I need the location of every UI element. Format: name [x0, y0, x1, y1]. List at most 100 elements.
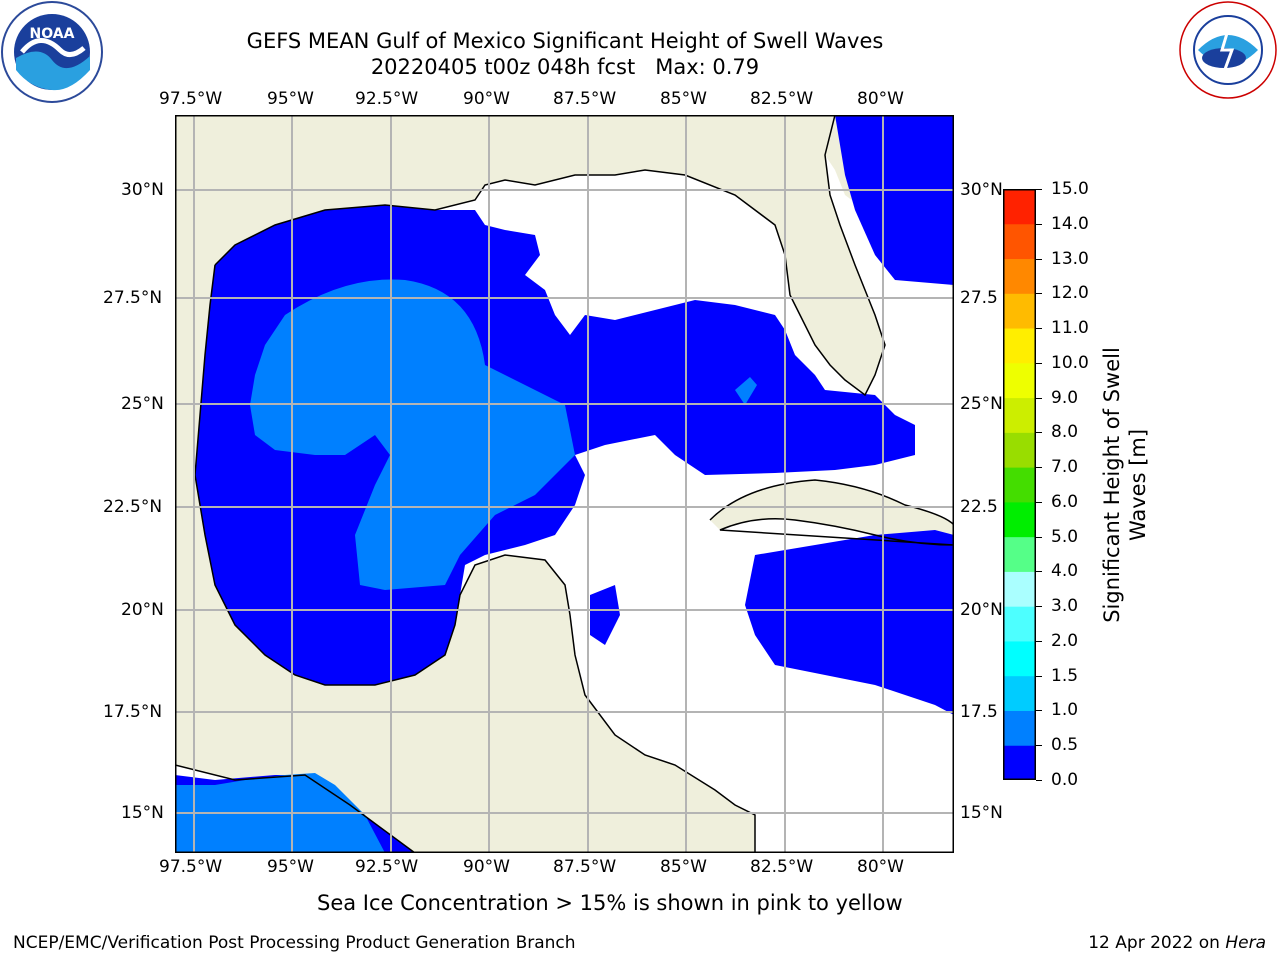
- colorbar-tick-label: 2.0: [1051, 630, 1079, 651]
- colorbar-segment: [1003, 536, 1036, 572]
- colorbar-segment: [1003, 745, 1036, 781]
- colorbar-tick-label: 6.0: [1051, 491, 1079, 512]
- colorbar-tick-mark: [1036, 780, 1042, 781]
- band-1-small: [735, 377, 757, 405]
- lon-label-top-1: 97.5°W: [159, 89, 223, 109]
- coastline: [214, 114, 886, 397]
- lat-label-left-6: 17.5°N: [103, 702, 163, 722]
- colorbar-segment: [1003, 189, 1036, 225]
- colorbar-svg: [1003, 189, 1036, 781]
- lon-label-bottom-1: 97.5°W: [159, 857, 223, 877]
- coastline-pacific: [174, 764, 416, 854]
- band-1-gulf: [250, 279, 575, 590]
- land-texas-mexico-coast: [175, 115, 954, 853]
- lon-label-top-2: 95°W: [267, 89, 314, 109]
- colorbar-segment: [1003, 293, 1036, 329]
- colorbar-tick-label: 12.0: [1051, 283, 1089, 304]
- colorbar-tick-mark: [1036, 258, 1042, 260]
- lon-label-top-3: 92.5°W: [355, 89, 419, 109]
- colorbar-tick-mark: [1036, 571, 1042, 573]
- colorbar-segment: [1003, 432, 1036, 468]
- colorbar-tick-label: 1.0: [1051, 700, 1079, 721]
- map-svg: [174, 114, 955, 854]
- lon-label-top-6: 85°W: [660, 89, 707, 109]
- colorbar-tick-mark: [1036, 432, 1042, 434]
- lat-label-right-6: 17.5: [960, 702, 998, 722]
- colorbar-tick-mark: [1036, 397, 1042, 399]
- colorbar-segment: [1003, 571, 1036, 607]
- lat-label-left-5: 20°N: [121, 600, 164, 620]
- noaa-logo-text: NOAA: [30, 26, 75, 42]
- colorbar-segment: [1003, 710, 1036, 746]
- colorbar-segment: [1003, 397, 1036, 433]
- coastline-cuba: [709, 479, 955, 546]
- colorbar: [1003, 189, 1036, 781]
- plot-subtitle: 20220405 t00z 048h fcst Max: 0.79: [370, 55, 760, 79]
- grid-lines: [175, 115, 954, 853]
- colorbar-tick-label: 10.0: [1051, 352, 1089, 373]
- colorbar-tick-mark: [1036, 293, 1042, 295]
- lat-label-left-2: 27.5°N: [103, 288, 163, 308]
- colorbar-tick-mark: [1036, 501, 1042, 503]
- lat-label-right-7: 15°N: [960, 803, 1003, 823]
- colorbar-tick-mark: [1036, 467, 1042, 469]
- band-0-east: [835, 115, 954, 285]
- lat-label-left-4: 22.5°N: [103, 497, 163, 517]
- colorbar-tick-mark: [1036, 536, 1042, 538]
- colorbar-tick-label: 5.0: [1051, 526, 1079, 547]
- colorbar-label-line2: Waves [m]: [1126, 428, 1150, 542]
- map-panel: [174, 114, 955, 854]
- footer-branch: NCEP/EMC/Verification Post Processing Pr…: [13, 933, 576, 953]
- colorbar-tick-label: 7.0: [1051, 457, 1079, 478]
- colorbar-tick-mark: [1036, 745, 1042, 747]
- colorbar-segment: [1003, 223, 1036, 260]
- colorbar-segment: [1003, 467, 1036, 503]
- colorbar-label-line1: Significant Height of Swell: [1100, 347, 1124, 623]
- colorbar-tick-label: 4.0: [1051, 561, 1079, 582]
- lat-label-left-7: 15°N: [121, 803, 164, 823]
- lon-label-bottom-8: 80°W: [857, 857, 904, 877]
- band-0-yucatan: [590, 585, 620, 645]
- colorbar-segment: [1003, 258, 1036, 294]
- colorbar-tick-mark: [1036, 675, 1042, 677]
- lon-label-bottom-4: 90°W: [463, 857, 510, 877]
- lat-label-right-3: 25°N: [960, 394, 1003, 414]
- colorbar-tick-label: 3.0: [1051, 596, 1079, 617]
- lon-label-top-4: 90°W: [463, 89, 510, 109]
- colorbar-tick-label: 1.5: [1051, 665, 1079, 686]
- colorbar-segment: [1003, 362, 1036, 399]
- colorbar-tick-mark: [1036, 640, 1042, 642]
- nws-logo-icon: [1176, 0, 1280, 104]
- plot-title: GEFS MEAN Gulf of Mexico Significant Hei…: [246, 29, 884, 53]
- footer-date-text: 12 Apr 2022 on: [1088, 933, 1226, 953]
- colorbar-tick-mark: [1036, 328, 1042, 330]
- colorbar-segment: [1003, 501, 1036, 538]
- lon-label-bottom-3: 92.5°W: [355, 857, 419, 877]
- lat-label-right-2: 27.5: [960, 288, 998, 308]
- lon-label-bottom-2: 95°W: [267, 857, 314, 877]
- lat-label-right-5: 20°N: [960, 600, 1003, 620]
- colorbar-tick-label: 14.0: [1051, 213, 1089, 234]
- footer-date: 12 Apr 2022 on Hera: [1088, 933, 1266, 953]
- colorbar-tick-label: 0.0: [1051, 770, 1079, 790]
- colorbar-tick-label: 9.0: [1051, 387, 1079, 408]
- colorbar-tick-label: 15.0: [1051, 179, 1089, 199]
- lat-label-right-4: 22.5: [960, 497, 998, 517]
- colorbar-segment: [1003, 606, 1036, 642]
- footer-machine: Hera: [1225, 933, 1266, 953]
- lon-label-top-7: 82.5°W: [750, 89, 814, 109]
- colorbar-segment: [1003, 640, 1036, 677]
- colorbar-tick-label: 13.0: [1051, 248, 1089, 269]
- land-cuba: [710, 480, 954, 545]
- lon-label-top-8: 80°W: [857, 89, 904, 109]
- lon-label-bottom-6: 85°W: [660, 857, 707, 877]
- colorbar-tick-mark: [1036, 362, 1042, 364]
- lat-label-right-1: 30°N: [960, 180, 1003, 200]
- colorbar-segment: [1003, 675, 1036, 711]
- colorbar-segment: [1003, 328, 1036, 364]
- colorbar-tick-mark: [1036, 189, 1042, 190]
- colorbar-tick-mark: [1036, 710, 1042, 712]
- band-0-caribbean: [745, 530, 954, 715]
- sea-ice-note: Sea Ice Concentration > 15% is shown in …: [317, 891, 903, 915]
- lat-label-left-1: 30°N: [121, 180, 164, 200]
